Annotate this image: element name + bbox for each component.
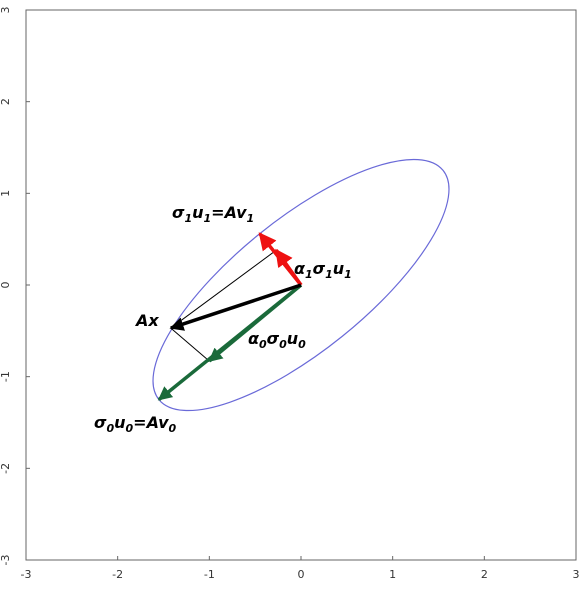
x-tick-label: 0 (298, 568, 305, 581)
label-sigma0-u0-equals-av0: σ0u0=Av0 (94, 413, 177, 435)
y-tick-label: -2 (0, 463, 12, 474)
y-tick-label: -1 (0, 371, 12, 382)
label-alpha1-sigma1-u1: α1σ1u1 (294, 259, 352, 281)
x-tick-label: 3 (573, 568, 580, 581)
x-tick-label: -3 (21, 568, 32, 581)
label-alpha0-sigma0-u0: α0σ0u0 (248, 329, 306, 351)
label-ax: Ax (134, 311, 159, 330)
x-tick-label: -2 (112, 568, 123, 581)
vector-ax (169, 283, 302, 331)
y-tick-label: -3 (0, 555, 12, 566)
y-tick-label: 3 (0, 7, 12, 14)
vector-alpha0-sigma0-u0 (208, 283, 303, 363)
projection-line-u1 (170, 249, 277, 329)
x-tick-label: 2 (481, 568, 488, 581)
y-tick-label: 2 (0, 98, 12, 105)
label-sigma1-u1-equals-av1: σ1u1=Av1 (172, 203, 254, 225)
axis-ticks: -3 -2 -1 0 1 2 3 -3 -2 -1 0 1 2 3 (0, 7, 580, 582)
y-tick-label: 1 (0, 190, 12, 197)
x-tick-label: -1 (204, 568, 215, 581)
projection-line-u0 (170, 327, 210, 362)
vector-alpha1-sigma1-u1 (274, 248, 303, 287)
y-tick-label: 0 (0, 282, 12, 289)
x-tick-label: 1 (389, 568, 396, 581)
